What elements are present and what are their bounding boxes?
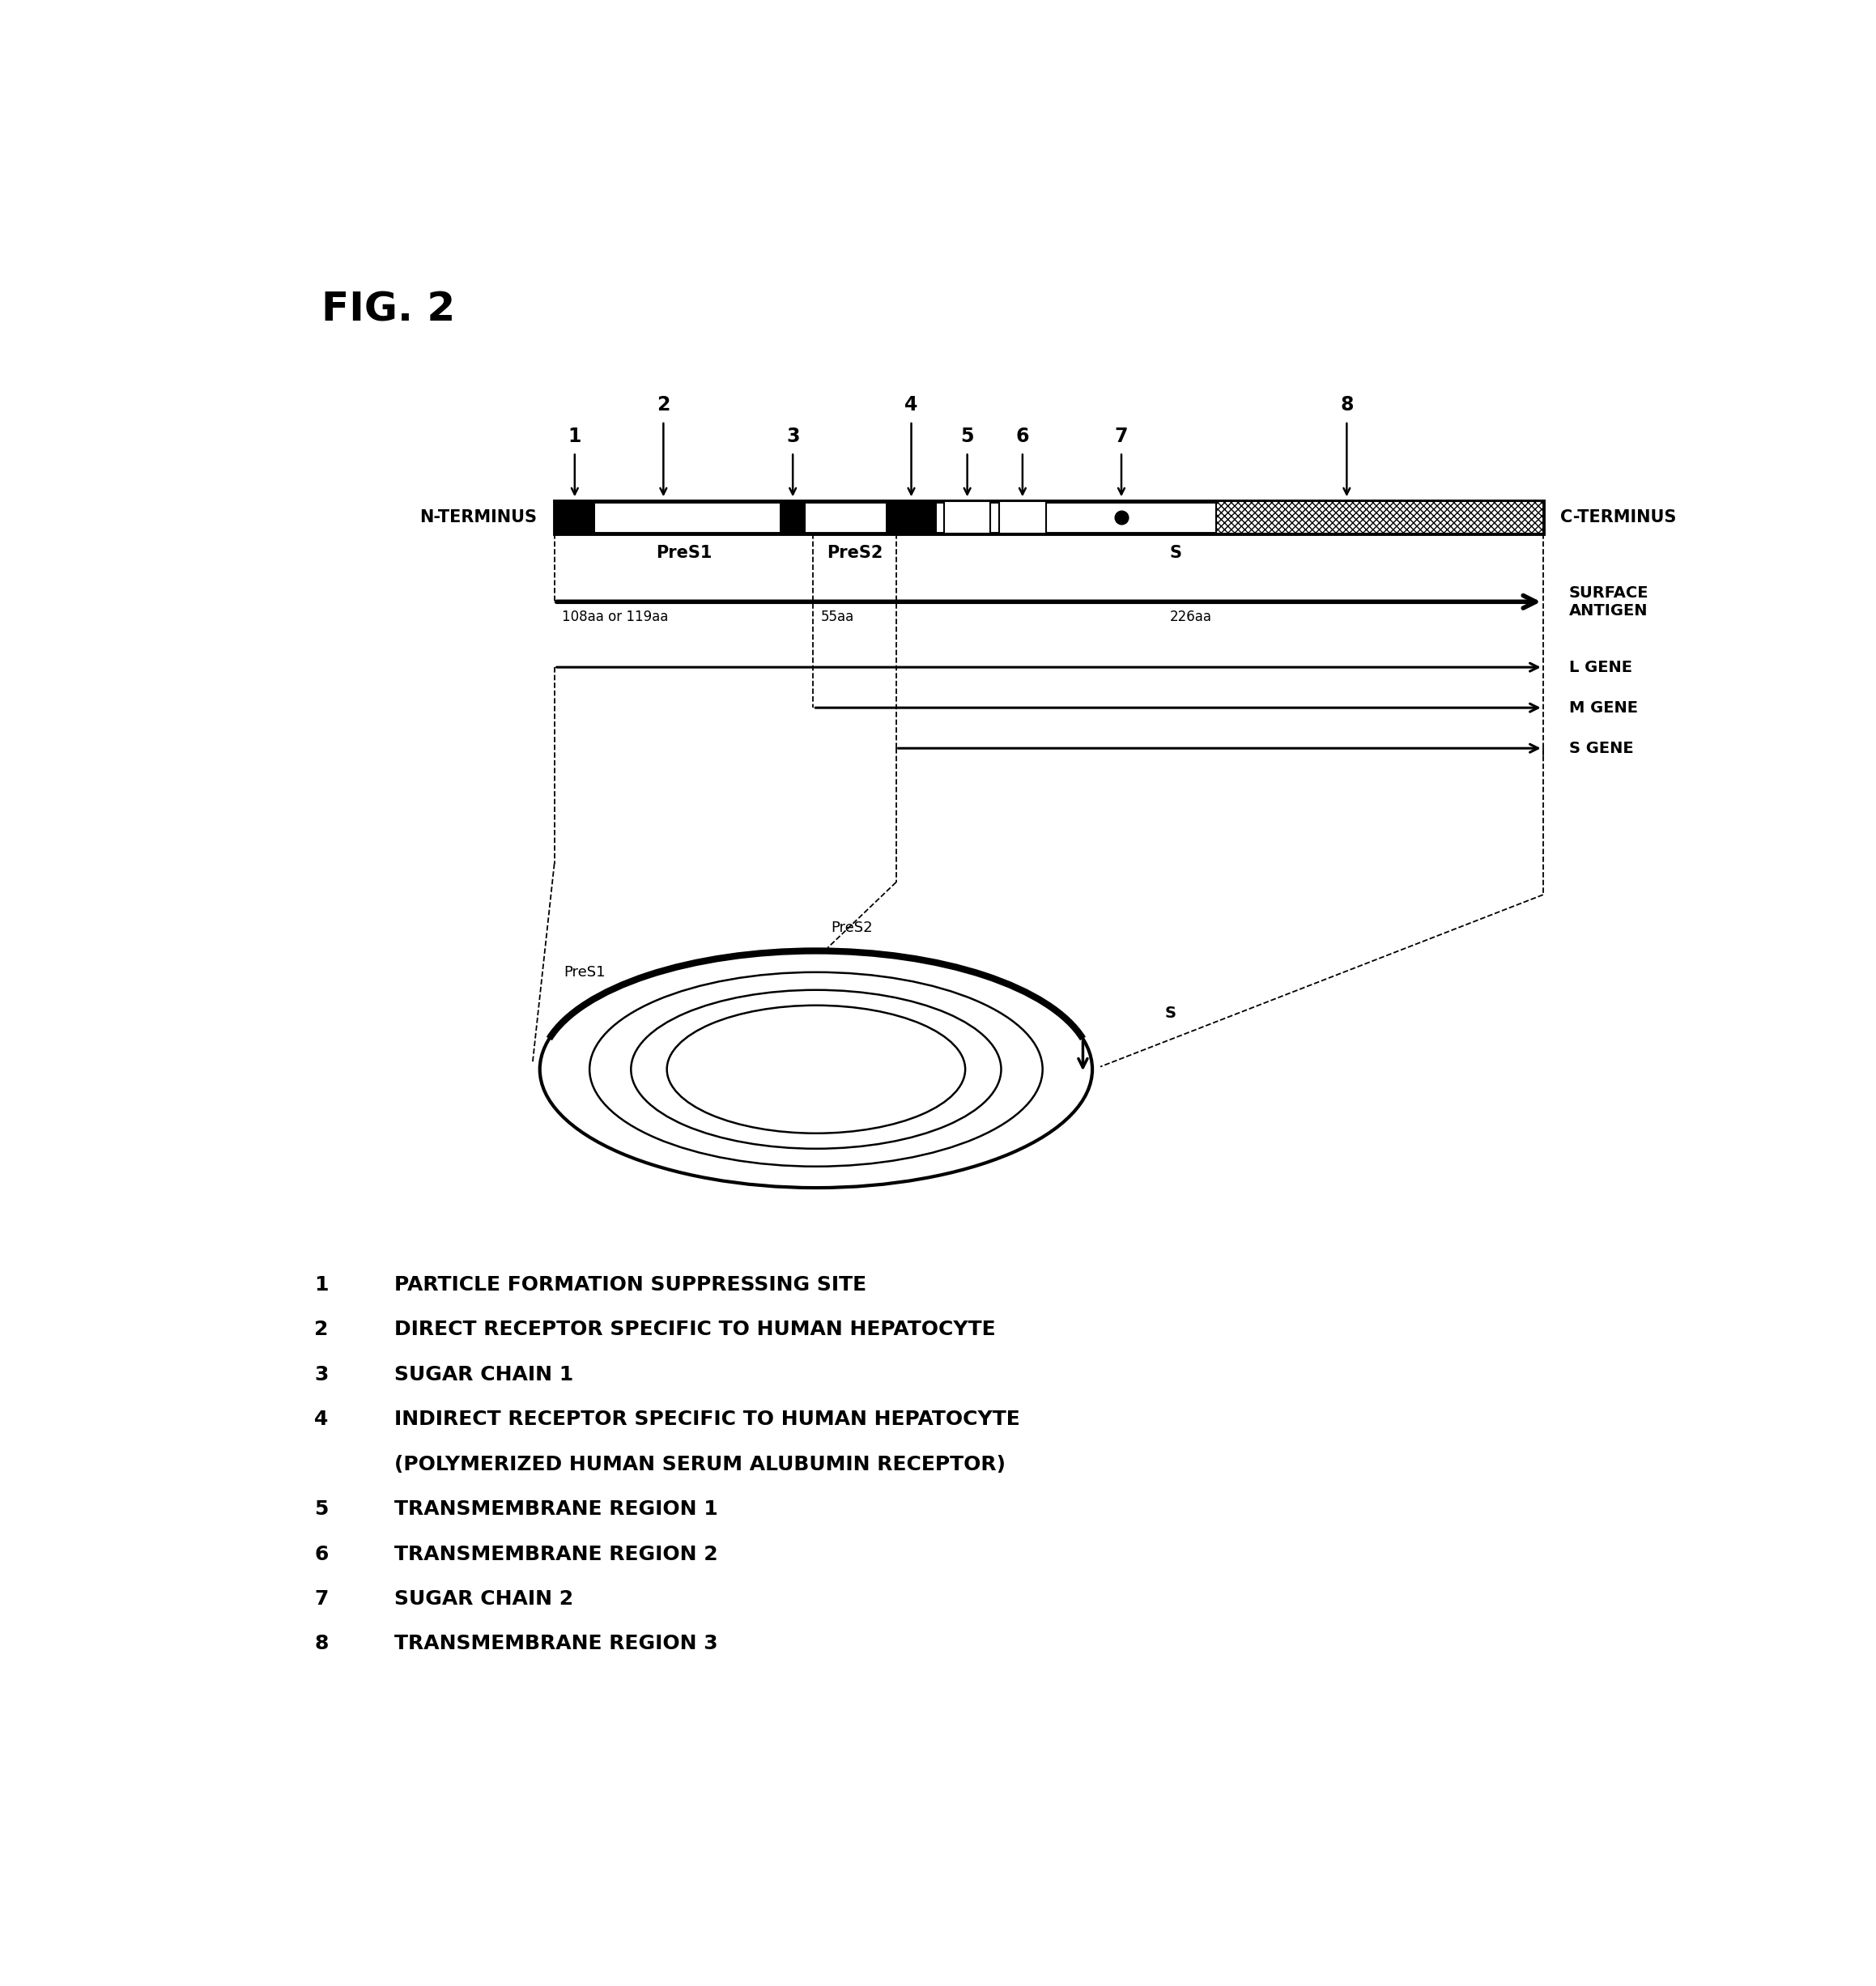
- Text: S GENE: S GENE: [1568, 741, 1634, 757]
- Text: S: S: [1165, 1005, 1176, 1021]
- Text: 5: 5: [315, 1499, 328, 1519]
- Text: 8: 8: [315, 1634, 328, 1654]
- Text: 8: 8: [1339, 395, 1353, 415]
- Ellipse shape: [666, 1005, 966, 1134]
- Ellipse shape: [630, 989, 1002, 1148]
- Text: C-TERMINUS: C-TERMINUS: [1561, 508, 1677, 524]
- Text: 4: 4: [315, 1410, 328, 1430]
- Text: 7: 7: [315, 1589, 328, 1609]
- Bar: [555, 500, 1544, 532]
- Text: TRANSMEMBRANE REGION 3: TRANSMEMBRANE REGION 3: [394, 1634, 719, 1654]
- Text: 6: 6: [315, 1545, 328, 1563]
- Text: 4: 4: [904, 395, 917, 415]
- Text: SUGAR CHAIN 2: SUGAR CHAIN 2: [394, 1589, 574, 1609]
- Text: PreS1: PreS1: [563, 965, 606, 979]
- Text: SUGAR CHAIN 1: SUGAR CHAIN 1: [394, 1364, 574, 1384]
- Text: 3: 3: [315, 1364, 328, 1384]
- Bar: [1216, 500, 1542, 532]
- Text: 55aa: 55aa: [820, 610, 854, 624]
- Text: 2: 2: [657, 395, 670, 415]
- Text: 5: 5: [961, 427, 974, 447]
- Text: 226aa: 226aa: [1169, 610, 1212, 624]
- Text: PreS2: PreS2: [827, 544, 884, 562]
- Text: PARTICLE FORMATION SUPPRESSING SITE: PARTICLE FORMATION SUPPRESSING SITE: [394, 1275, 867, 1295]
- Text: 1: 1: [315, 1275, 328, 1295]
- Text: S: S: [1171, 544, 1182, 562]
- Text: PreS1: PreS1: [657, 544, 711, 562]
- Text: 7: 7: [1114, 427, 1127, 447]
- Ellipse shape: [589, 973, 1043, 1166]
- Text: SURFACE
ANTIGEN: SURFACE ANTIGEN: [1568, 586, 1649, 618]
- Text: PreS2: PreS2: [831, 922, 872, 935]
- Text: 108aa or 119aa: 108aa or 119aa: [561, 610, 668, 624]
- Bar: [555, 500, 595, 532]
- Ellipse shape: [540, 951, 1092, 1188]
- Text: FIG. 2: FIG. 2: [323, 290, 456, 330]
- Bar: [885, 500, 936, 532]
- Text: N-TERMINUS: N-TERMINUS: [420, 508, 537, 524]
- Text: INDIRECT RECEPTOR SPECIFIC TO HUMAN HEPATOCYTE: INDIRECT RECEPTOR SPECIFIC TO HUMAN HEPA…: [394, 1410, 1021, 1430]
- Text: TRANSMEMBRANE REGION 1: TRANSMEMBRANE REGION 1: [394, 1499, 719, 1519]
- Text: (POLYMERIZED HUMAN SERUM ALUBUMIN RECEPTOR): (POLYMERIZED HUMAN SERUM ALUBUMIN RECEPT…: [394, 1454, 1006, 1474]
- Text: 3: 3: [786, 427, 799, 447]
- Text: short
strand: short strand: [874, 1015, 917, 1049]
- Text: DIRECT RECEPTOR SPECIFIC TO HUMAN HEPATOCYTE: DIRECT RECEPTOR SPECIFIC TO HUMAN HEPATO…: [394, 1321, 996, 1339]
- Text: 1: 1: [568, 427, 582, 447]
- Text: L GENE: L GENE: [1568, 659, 1632, 675]
- Text: 2: 2: [315, 1321, 328, 1339]
- Text: TRANSMEMBRANE REGION 2: TRANSMEMBRANE REGION 2: [394, 1545, 719, 1563]
- Text: 6: 6: [1015, 427, 1030, 447]
- Text: M GENE: M GENE: [1568, 699, 1638, 715]
- Bar: [944, 500, 991, 532]
- Bar: [1000, 500, 1045, 532]
- Bar: [780, 500, 807, 532]
- Text: HBV-DNA
(3.2kbp): HBV-DNA (3.2kbp): [769, 1082, 863, 1120]
